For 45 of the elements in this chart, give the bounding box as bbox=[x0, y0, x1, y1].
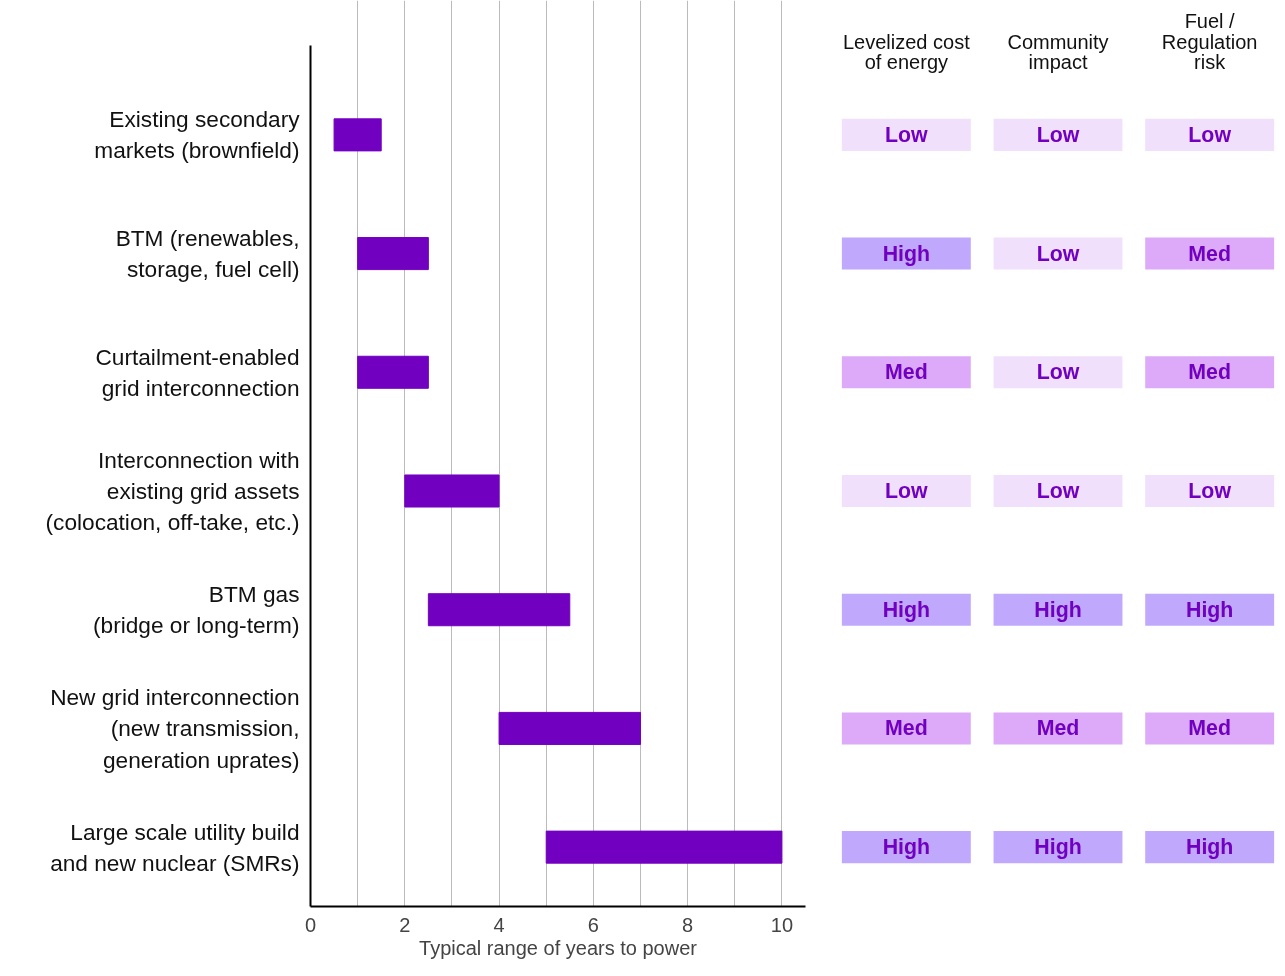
text: Med bbox=[1036, 716, 1080, 741]
category-label: Fuel / Regulation risk bbox=[1161, 9, 1258, 74]
x-tick-label: 0 bbox=[304, 913, 317, 936]
text: High bbox=[882, 835, 931, 860]
bar bbox=[427, 593, 571, 627]
text: Med bbox=[1188, 360, 1232, 385]
text: High bbox=[1185, 835, 1234, 860]
text: High bbox=[882, 241, 931, 266]
bar bbox=[498, 711, 641, 745]
y-tick-label: Large scale utility build and new nuclear (SMRs) bbox=[50, 818, 300, 876]
text: Med bbox=[1188, 716, 1232, 741]
text: Low bbox=[1188, 479, 1231, 503]
text: Low bbox=[1188, 122, 1231, 147]
text: High bbox=[1034, 835, 1082, 860]
y-tick-label: New grid interconnection (new transmission, generation uprates) bbox=[50, 684, 300, 773]
text: Low bbox=[1036, 479, 1080, 503]
x-tick-label: 10 bbox=[770, 913, 794, 936]
text: Med bbox=[885, 716, 928, 741]
x-tick-label: 4 bbox=[493, 913, 505, 936]
text: Med bbox=[1188, 241, 1232, 266]
text: High bbox=[1034, 597, 1082, 622]
text: Med bbox=[885, 360, 928, 385]
bar bbox=[404, 474, 500, 508]
text: Low bbox=[1036, 122, 1080, 147]
text: High bbox=[1185, 597, 1234, 622]
y-tick-label: BTM (renewables, storage, fuel cell) bbox=[115, 224, 300, 283]
y-tick-label: Interconnection with existing grid assets (colocation, off-take, etc.) bbox=[45, 446, 300, 536]
bar bbox=[357, 237, 429, 271]
y-tick-label: Curtailment-enabled grid interconnection bbox=[95, 343, 300, 401]
text: Low bbox=[885, 122, 928, 147]
y-tick-label: Existing secondary markets (brownfield) bbox=[94, 106, 301, 164]
bar bbox=[357, 355, 429, 389]
text: Low bbox=[1036, 241, 1080, 266]
category-label: Community impact bbox=[1007, 30, 1109, 74]
text: Low bbox=[1036, 360, 1080, 385]
bar bbox=[545, 830, 783, 864]
text: High bbox=[882, 597, 931, 622]
y-tick-label: BTM gas (bridge or long-term) bbox=[93, 581, 300, 639]
x-tick-label: 8 bbox=[682, 913, 694, 936]
category-label: Levelized cost of energy bbox=[842, 30, 971, 74]
x-axis-title: Typical range of years to power bbox=[419, 936, 698, 959]
text: Low bbox=[885, 479, 928, 503]
x-tick-label: 6 bbox=[587, 913, 599, 936]
bar bbox=[333, 118, 382, 152]
x-tick-label: 2 bbox=[399, 913, 411, 936]
